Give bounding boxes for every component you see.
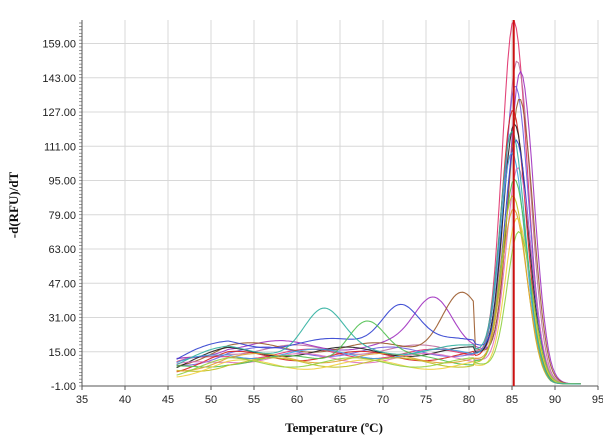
x-tick-label: 55 bbox=[248, 394, 260, 406]
y-tick-label: 47.00 bbox=[48, 278, 76, 290]
y-tick-label: 111.00 bbox=[44, 141, 76, 153]
y-tick-label: 95.00 bbox=[48, 176, 76, 188]
y-tick-label: 79.00 bbox=[48, 210, 76, 222]
x-tick-label: 90 bbox=[549, 394, 561, 406]
melt-curve-9 bbox=[176, 152, 581, 385]
x-tick-label: 80 bbox=[463, 394, 475, 406]
x-tick-label: 75 bbox=[420, 394, 432, 406]
x-axis-title: Temperature (ºC) bbox=[285, 420, 383, 435]
melt-curve-4 bbox=[176, 86, 581, 385]
x-tick-label: 45 bbox=[162, 394, 174, 406]
x-tick-label: 95 bbox=[592, 394, 603, 406]
x-tick-label: 60 bbox=[291, 394, 303, 406]
y-tick-label: 63.00 bbox=[48, 244, 76, 256]
melt-curve-1 bbox=[176, 20, 581, 385]
x-tick-label: 65 bbox=[334, 394, 346, 406]
y-tick-label: 31.00 bbox=[48, 313, 76, 325]
y-tick-label: -1.00 bbox=[51, 381, 76, 393]
tick-labels-layer: 35 40 45 50 55 60 65 70 75 80 85 90 95 -1.00 15.00 31.0… bbox=[42, 39, 603, 406]
x-tick-label: 85 bbox=[506, 394, 518, 406]
axes-layer bbox=[79, 20, 599, 390]
x-tick-label: 35 bbox=[76, 394, 88, 406]
y-tick-label: 143.00 bbox=[42, 73, 76, 85]
y-tick-label: 127.00 bbox=[42, 107, 76, 119]
melt-curve-7 bbox=[176, 123, 581, 385]
y-tick-label: 15.00 bbox=[48, 347, 76, 359]
series-layer bbox=[176, 20, 581, 385]
melt-curve-16 bbox=[176, 130, 581, 385]
x-tick-label: 50 bbox=[205, 394, 217, 406]
y-tick-label: 159.00 bbox=[42, 39, 76, 51]
melt-curve-15 bbox=[176, 231, 581, 385]
x-tick-label: 70 bbox=[377, 394, 389, 406]
y-axis-title: -d(RFU)/dT bbox=[6, 171, 21, 238]
x-tick-label: 40 bbox=[119, 394, 131, 406]
melt-curve-5 bbox=[176, 98, 581, 385]
